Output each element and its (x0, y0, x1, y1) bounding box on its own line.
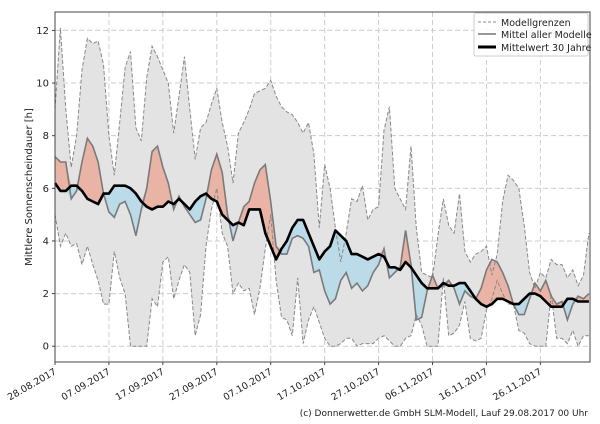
plot-frame (54, 11, 591, 363)
x-tick-label: 28.08.2017 (6, 367, 59, 404)
above-average-fill (55, 138, 589, 307)
y-tick-label: 10 (36, 79, 49, 90)
x-tick-label: 07.09.2017 (60, 367, 113, 404)
y-tick-label: 0 (43, 342, 49, 353)
x-tick-label: 27.09.2017 (168, 367, 221, 404)
y-axis-label: Mittlere Sonnenscheindauer [h] (24, 108, 35, 266)
legend-label-band: Modellgrenzen (501, 18, 571, 29)
legend-label-climate: Mittelwert 30 Jahre (501, 43, 591, 54)
x-axis: 28.08.2017 07.09.2017 17.09.2017 27.09.2017… (6, 362, 544, 403)
x-tick-label: 26.11.2017 (491, 367, 544, 404)
y-tick-label: 8 (43, 131, 49, 142)
y-tick-label: 6 (43, 184, 49, 195)
fills (55, 27, 589, 347)
x-tick-label: 17.09.2017 (114, 367, 167, 404)
x-tick-label: 06.11.2017 (383, 367, 436, 404)
y-tick-label: 12 (36, 26, 49, 37)
x-tick-label: 07.10.2017 (222, 367, 275, 404)
series-upper-bound (54, 27, 590, 290)
legend-label-mean: Mittel aller Modelle (501, 30, 592, 41)
series-30-year-mean (53, 182, 589, 309)
legend-box (473, 12, 589, 57)
copyright-footer: (c) Donnerwetter.de GmbH SLM-Modell, Lau… (300, 409, 589, 419)
y-axis: 0 2 4 6 8 10 12 (36, 26, 55, 353)
series-model-mean (54, 136, 590, 323)
lines (53, 27, 590, 348)
y-tick-label: 4 (43, 236, 49, 247)
legend: Modellgrenzen Mittel aller Modelle Mitte… (473, 12, 592, 57)
x-tick-label: 17.10.2017 (276, 367, 329, 404)
y-tick-label: 2 (43, 289, 49, 300)
model-range-band (55, 27, 589, 347)
x-tick-label: 27.10.2017 (329, 367, 382, 404)
x-tick-label: 16.11.2017 (437, 367, 490, 404)
